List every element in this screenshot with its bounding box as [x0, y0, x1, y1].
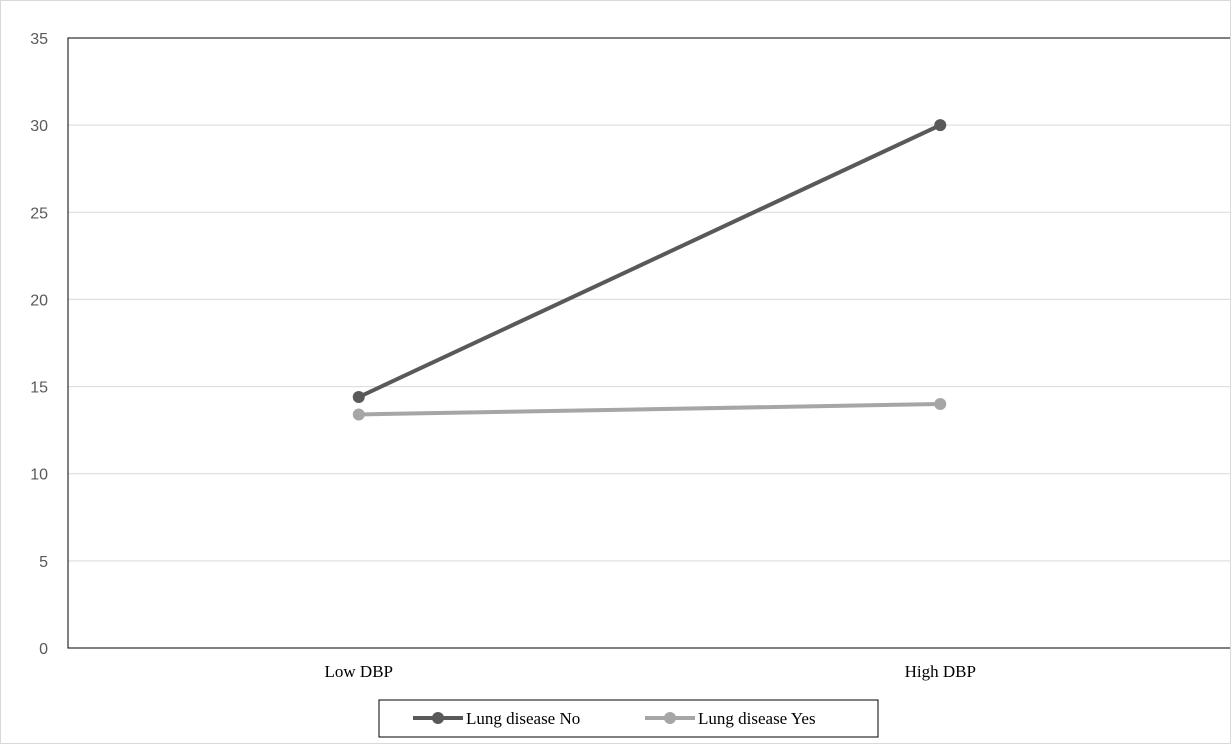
y-tick-label: 5	[39, 554, 48, 571]
x-category-label: High DBP	[905, 662, 976, 681]
y-tick-label: 30	[30, 118, 48, 135]
y-tick-label: 20	[30, 292, 48, 309]
x-category-label: Low DBP	[325, 662, 393, 681]
series-group	[352, 119, 947, 421]
y-tick-label: 25	[30, 205, 48, 222]
y-tick-label: 10	[30, 467, 48, 484]
data-point	[352, 391, 365, 404]
legend-label-lung-disease-yes: Lung disease Yes	[698, 709, 816, 728]
legend-marker-lung-disease-yes	[664, 712, 676, 724]
x-axis-category-labels: Low DBP High DBP	[325, 662, 976, 681]
gridlines	[68, 124, 1230, 562]
y-tick-label: 0	[39, 641, 48, 658]
legend-marker-lung-disease-no	[432, 712, 444, 724]
data-point	[352, 408, 365, 421]
plot-area-frame	[67, 37, 1230, 649]
series-line-0	[357, 123, 942, 399]
y-axis-tick-labels: 0 5 10 15 20 25 30 35	[30, 31, 48, 658]
data-point	[934, 398, 947, 410]
data-point	[934, 119, 947, 132]
series-line-1	[358, 402, 941, 417]
legend: Lung disease No Lung disease Yes	[378, 699, 879, 738]
y-tick-label: 15	[30, 380, 48, 397]
y-tick-label: 35	[30, 31, 48, 48]
legend-label-lung-disease-no: Lung disease No	[466, 709, 580, 728]
